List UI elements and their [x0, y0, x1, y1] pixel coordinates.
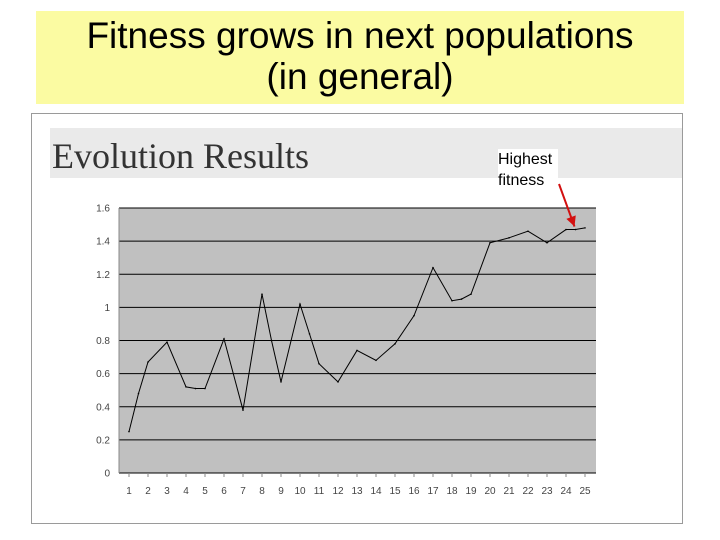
data-point [489, 241, 491, 244]
data-point [299, 303, 301, 305]
x-tick-label: 2 [145, 486, 151, 497]
x-tick-label: 1 [126, 486, 132, 497]
x-tick-label: 9 [278, 486, 284, 497]
y-tick-label: 1.4 [96, 237, 110, 248]
data-point [508, 237, 510, 239]
annotation-arrow-head [566, 215, 576, 227]
x-tick-label: 10 [294, 486, 306, 497]
data-point [242, 409, 244, 411]
y-axis-ticks: 0 0.2 0.4 0.6 0.8 1 1.2 1.4 1.6 [96, 204, 110, 480]
data-point [470, 293, 472, 295]
x-tick-label: 19 [465, 486, 477, 497]
data-point [204, 387, 206, 390]
data-point [460, 298, 463, 300]
x-tick-label: 5 [202, 486, 208, 497]
y-tick-label: 0.4 [96, 402, 110, 413]
data-point [194, 387, 197, 390]
x-tick-label: 6 [221, 486, 227, 497]
data-point [413, 314, 415, 317]
x-tick-label: 3 [164, 486, 170, 497]
data-point [527, 230, 529, 232]
x-tick-label: 15 [389, 486, 401, 497]
data-point [375, 359, 377, 362]
annotation-arrow [558, 183, 576, 227]
x-tick-label: 18 [446, 486, 458, 497]
data-point [185, 386, 187, 388]
x-tick-label: 12 [332, 486, 344, 497]
annotation-label: Highest fitness [498, 149, 559, 191]
y-tick-label: 0 [104, 469, 110, 480]
data-point [432, 266, 434, 269]
y-tick-label: 0.6 [96, 369, 110, 380]
slide-title-line-2: (in general) [266, 56, 454, 97]
data-point [318, 362, 320, 365]
data-point [147, 361, 149, 363]
x-tick-label: 13 [351, 486, 363, 497]
data-point [128, 430, 130, 433]
x-tick-label: 7 [240, 486, 246, 497]
x-tick-label: 4 [183, 486, 189, 497]
x-tick-label: 23 [541, 486, 553, 497]
x-tick-label: 11 [314, 486, 325, 497]
slide-title: Fitness grows in next populations (in ge… [36, 11, 684, 104]
y-tick-label: 0.8 [96, 336, 110, 347]
data-point [394, 343, 396, 345]
x-tick-label: 20 [484, 486, 496, 497]
x-tick-label: 25 [579, 486, 591, 497]
y-tick-label: 1 [104, 303, 110, 314]
data-point [574, 228, 577, 231]
y-tick-label: 1.2 [96, 270, 110, 281]
data-point [451, 299, 453, 302]
annotation-line-2: fitness [498, 172, 545, 189]
x-tick-label: 14 [370, 486, 382, 497]
data-point [584, 227, 586, 229]
data-point [337, 381, 339, 383]
data-point [261, 293, 263, 295]
x-tick-label: 22 [522, 486, 534, 497]
data-point [270, 339, 273, 342]
y-tick-label: 1.6 [96, 204, 110, 215]
series-points [128, 227, 586, 433]
data-point [308, 333, 311, 335]
y-tick-label: 0.2 [96, 435, 110, 446]
slide-title-line-1: Fitness grows in next populations [86, 15, 634, 56]
data-point [546, 241, 548, 244]
annotation-line-1: Highest [498, 151, 553, 168]
x-tick-label: 8 [259, 486, 265, 497]
data-point [565, 228, 567, 231]
x-tick-label: 21 [503, 486, 515, 497]
x-axis-ticks: 1 2 3 4 5 6 7 8 9 10 11 12 13 14 15 16 17 18 19 20 21 22 23 24 2… [126, 473, 591, 497]
chart-title: Evolution Results [52, 136, 310, 176]
chart-header-band [50, 128, 682, 178]
x-tick-label: 16 [408, 486, 420, 497]
data-point [280, 381, 282, 383]
data-point [137, 392, 140, 395]
x-tick-label: 17 [427, 486, 439, 497]
data-point [223, 338, 225, 340]
data-point [356, 349, 358, 352]
x-tick-label: 24 [560, 486, 572, 497]
data-point [166, 341, 168, 343]
